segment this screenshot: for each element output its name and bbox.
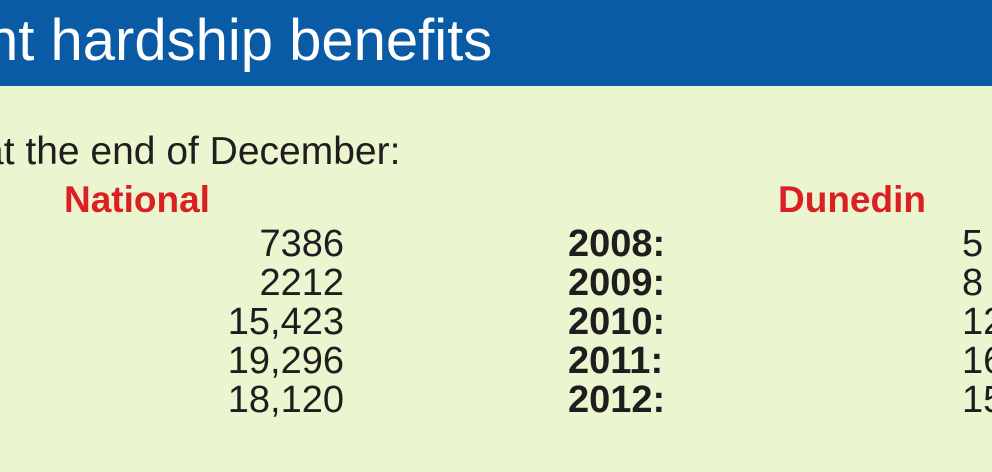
dunedin-value-2012: 15 xyxy=(962,379,992,421)
table-subtitle: at the end of December: xyxy=(0,130,401,173)
column-header-dunedin: Dunedin xyxy=(778,179,926,220)
dunedin-value-2011: 16 xyxy=(962,340,992,382)
national-value-2010: 15,423 xyxy=(227,301,344,343)
year-label-2012: 2012: xyxy=(568,379,666,421)
dunedin-value-2008: 5 xyxy=(962,223,984,265)
title-banner: nt hardship benefits xyxy=(0,0,992,86)
national-value-2008: 7386 xyxy=(259,223,344,265)
dunedin-value-2010: 12 xyxy=(962,301,992,343)
year-label-2011: 2011: xyxy=(568,340,664,382)
national-value-2011: 19,296 xyxy=(227,340,344,382)
banner-title: nt hardship benefits xyxy=(0,8,493,73)
year-label-2010: 2010: xyxy=(568,301,666,343)
national-value-2012: 18,120 xyxy=(227,379,344,421)
data-panel: at the end of December: National Dunedin… xyxy=(0,86,992,472)
national-value-2009: 2212 xyxy=(259,262,344,304)
column-header-national: National xyxy=(64,179,210,220)
dunedin-value-2009: 8 xyxy=(962,262,984,304)
year-label-2009: 2009: xyxy=(568,262,666,304)
year-label-2008: 2008: xyxy=(568,223,666,265)
